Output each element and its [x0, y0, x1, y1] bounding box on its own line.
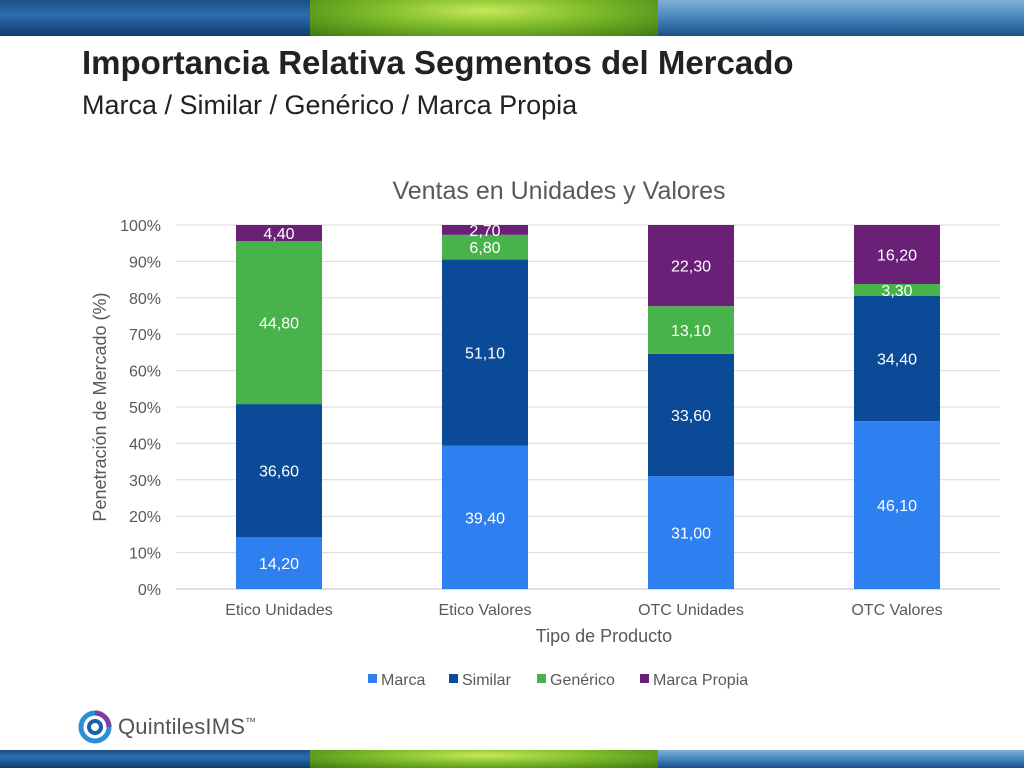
legend-label: Similar	[462, 672, 512, 689]
bar-segment	[236, 225, 322, 242]
y-tick-label: 50%	[129, 400, 161, 417]
y-tick-label: 80%	[129, 291, 161, 308]
banner-leaf-image	[310, 0, 658, 36]
legend-swatch	[449, 674, 458, 683]
bottom-banner	[0, 750, 1024, 768]
x-tick-label: Etico Valores	[438, 602, 531, 619]
legend-swatch	[537, 674, 546, 683]
legend-label: Genérico	[550, 672, 615, 689]
y-tick-label: 20%	[129, 509, 161, 526]
bar-segment	[854, 283, 940, 296]
banner-sky-image-bottom	[658, 750, 1024, 768]
bar-segment	[648, 306, 734, 354]
legend-label: Marca Propia	[653, 672, 748, 689]
data-label: 16,20	[877, 247, 917, 264]
data-label: 51,10	[465, 346, 505, 363]
bar-segment	[648, 353, 734, 477]
banner-blue-image-bottom	[0, 750, 310, 768]
data-label: 3,30	[881, 283, 912, 300]
data-label: 39,40	[465, 510, 505, 527]
x-tick-label: OTC Unidades	[638, 602, 744, 619]
y-tick-label: 90%	[129, 254, 161, 271]
bar-segment	[236, 404, 322, 538]
x-tick-label: OTC Valores	[851, 602, 942, 619]
x-axis-label: Tipo de Producto	[536, 626, 672, 646]
data-label: 36,60	[259, 464, 299, 481]
y-tick-label: 40%	[129, 436, 161, 453]
bar-segment	[236, 241, 322, 405]
bar-segment	[854, 225, 940, 284]
data-label: 6,80	[469, 240, 500, 257]
legend-label: Marca	[381, 672, 426, 689]
y-tick-label: 30%	[129, 473, 161, 490]
data-label: 33,60	[671, 408, 711, 425]
bar-segment	[854, 421, 940, 589]
bar-segment	[442, 259, 528, 446]
data-label: 31,00	[671, 526, 711, 543]
bar-segment	[648, 476, 734, 589]
data-label: 2,70	[469, 223, 500, 240]
banner-sky-image	[658, 0, 1024, 36]
bar-segment	[648, 225, 734, 307]
data-label: 13,10	[671, 323, 711, 340]
legend-swatch	[640, 674, 649, 683]
bar-segment	[236, 537, 322, 589]
y-axis-label: Penetración de Mercado (%)	[90, 292, 110, 521]
y-tick-label: 10%	[129, 546, 161, 563]
logo-mark-icon	[78, 710, 112, 744]
legend-swatch	[368, 674, 377, 683]
top-banner	[0, 0, 1024, 36]
data-label: 4,40	[263, 226, 294, 243]
bar-segment	[442, 234, 528, 260]
data-label: 14,20	[259, 556, 299, 573]
y-tick-label: 70%	[129, 327, 161, 344]
logo-text: QuintilesIMS™	[118, 714, 257, 739]
quintilesims-logo: QuintilesIMS™	[78, 710, 256, 744]
data-label: 34,40	[877, 352, 917, 369]
bar-segment	[854, 295, 940, 422]
banner-blue-image	[0, 0, 310, 36]
x-tick-label: Etico Unidades	[225, 602, 333, 619]
y-tick-label: 100%	[120, 218, 161, 235]
chart-title: Ventas en Unidades y Valores	[392, 177, 725, 205]
data-label: 22,30	[671, 259, 711, 276]
y-tick-label: 60%	[129, 364, 161, 381]
banner-leaf-image-bottom	[310, 750, 658, 768]
bar-segment	[442, 445, 528, 589]
data-label: 44,80	[259, 316, 299, 333]
bar-segment	[442, 225, 528, 235]
page-title: Importancia Relativa Segmentos del Merca…	[82, 44, 794, 81]
y-tick-label: 0%	[138, 582, 161, 599]
data-label: 46,10	[877, 498, 917, 515]
page-subtitle: Marca / Similar / Genérico / Marca Propi…	[82, 90, 578, 120]
